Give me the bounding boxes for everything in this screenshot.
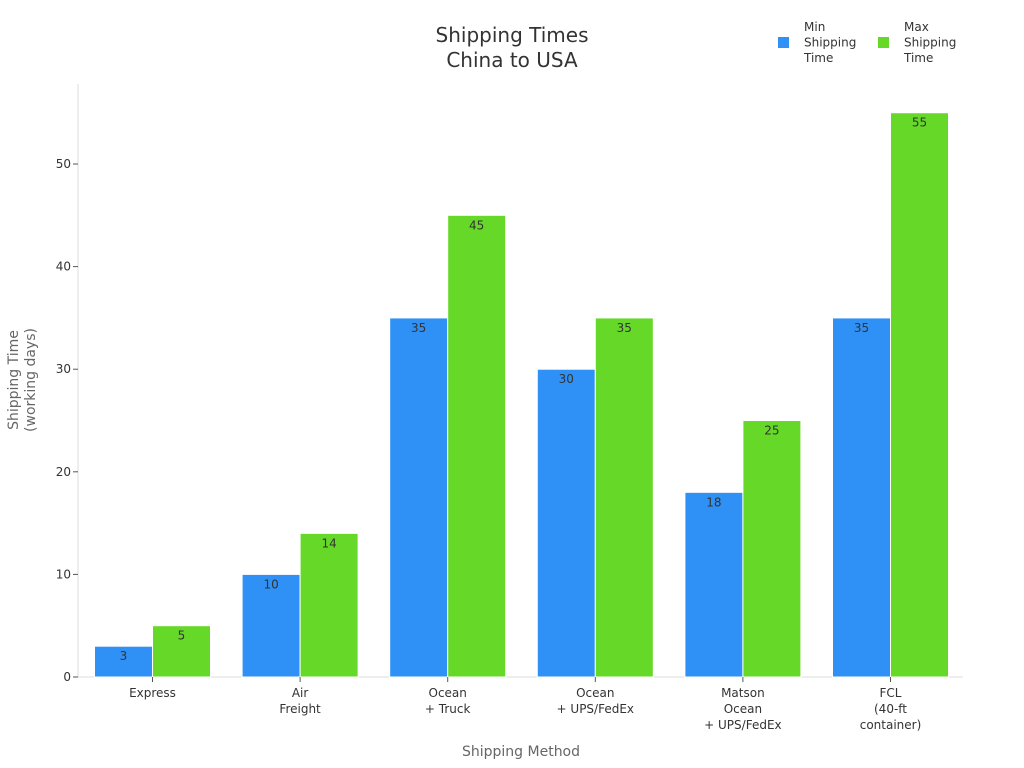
bars [94, 112, 949, 678]
bar [94, 645, 153, 678]
bar-value-label: 55 [912, 116, 927, 130]
axes [77, 84, 963, 678]
bar-value-label: 14 [321, 536, 336, 550]
y-tick-label: 30 [56, 362, 71, 376]
legend-swatch [778, 37, 789, 48]
bar [299, 532, 359, 678]
y-tick-label: 10 [56, 567, 71, 581]
bar [890, 112, 949, 678]
y-tick-label: 40 [56, 260, 71, 274]
y-tick-label: 0 [63, 670, 71, 684]
bar [594, 317, 654, 678]
x-ticks: Express Air Freight Ocean + Truck Ocean + UPS/… [129, 677, 921, 732]
bar-value-label: 35 [854, 321, 869, 335]
x-tick-label: Air [292, 686, 309, 700]
x-tick-label: Matson [721, 686, 765, 700]
bar [742, 420, 802, 678]
x-tick-label: Freight [279, 702, 321, 716]
x-tick-label: + Truck [425, 702, 471, 716]
legend-label: Min [804, 20, 825, 34]
bar-value-label: 10 [263, 577, 278, 591]
legend-swatch [878, 37, 889, 48]
legend-label: Max [904, 20, 929, 34]
legend-label: Shipping [804, 36, 856, 50]
chart-title-line: Shipping Times [436, 23, 589, 47]
legend-label: Time [903, 51, 933, 65]
y-tick-label: 50 [56, 157, 71, 171]
bar-value-label: 3 [120, 649, 128, 663]
x-tick-label: Ocean [576, 686, 614, 700]
x-tick-label: FCL [880, 686, 902, 700]
legend-label: Shipping [904, 36, 956, 50]
y-axis-title-line: Shipping Time [6, 330, 22, 430]
bar-value-label: 18 [706, 495, 721, 509]
bar-value-label: 35 [617, 321, 632, 335]
y-axis-title: Shipping Time(working days) [6, 328, 39, 432]
y-axis-title-text: Shipping Time(working days) [6, 328, 39, 432]
x-tick-label: Express [129, 686, 176, 700]
y-ticks: 0 10 20 30 40 50 [56, 157, 78, 684]
bar [447, 214, 507, 678]
x-axis-title: Shipping Method [462, 744, 580, 760]
x-tick-label: container) [860, 718, 922, 732]
x-tick-label: Ocean [724, 702, 762, 716]
x-tick-label: Ocean [429, 686, 467, 700]
bar-value-label: 30 [559, 372, 574, 386]
bar [389, 317, 449, 678]
y-axis-title-line: (working days) [23, 328, 39, 432]
chart-title-line: China to USA [446, 48, 578, 72]
y-tick-label: 20 [56, 465, 71, 479]
x-tick-label: (40-ft [874, 702, 907, 716]
bar-value-label: 5 [178, 629, 186, 643]
bar [684, 491, 744, 678]
bar [832, 317, 891, 678]
bar [152, 625, 211, 678]
legend-label: Time [803, 51, 833, 65]
bar [536, 368, 596, 678]
bar-value-label: 45 [469, 218, 484, 232]
bar-value-label: 35 [411, 321, 426, 335]
x-tick-label: + UPS/FedEx [704, 718, 781, 732]
bar-value-label: 25 [764, 424, 779, 438]
x-tick-label: + UPS/FedEx [557, 702, 634, 716]
